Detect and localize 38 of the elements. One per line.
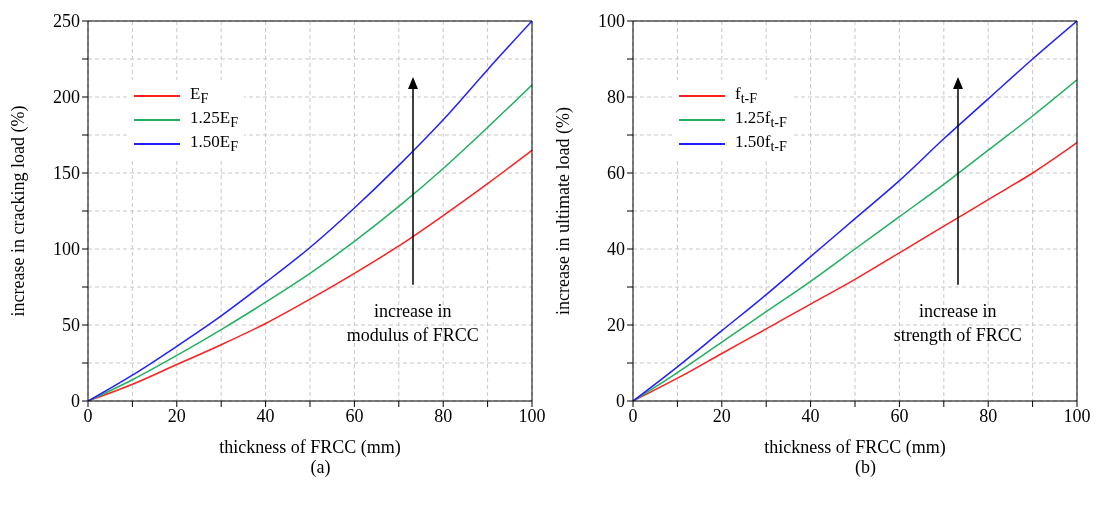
y-tick-label: 60 (607, 163, 625, 184)
text: (a) (309, 457, 332, 478)
y-tick-label: 0 (616, 391, 625, 412)
annotation: increase in strength of FRCC (893, 299, 1022, 347)
legend-label: 1.50E$_{F}$ (190, 132, 239, 156)
legend-label: f$_{t-F}$ (735, 84, 758, 108)
x-tick-label: 100 (1063, 405, 1091, 426)
y-tick-label: 20 (607, 315, 625, 336)
y-axis-title: increase in cracking load (%) (8, 105, 30, 317)
x-tick-label: 80 (979, 405, 998, 426)
y-tick-label: 100 (53, 239, 80, 260)
y-tick-label: 80 (607, 87, 625, 108)
x-tick-label: 100 (518, 405, 546, 426)
x-tick-label: 0 (628, 405, 638, 426)
x-tick-label: 20 (167, 405, 186, 426)
x-tick-label: 20 (712, 405, 731, 426)
x-axis-title: thickness of FRCC (mm) (219, 437, 401, 458)
legend-label: 1.25E$_{F}$ (190, 108, 239, 132)
y-tick-label: 200 (53, 87, 80, 108)
y-tick-label: 100 (598, 11, 625, 32)
x-tick-label: 40 (256, 405, 275, 426)
y-tick-label: 250 (53, 11, 80, 32)
x-tick-label: 40 (801, 405, 820, 426)
x-tick-label: 80 (434, 405, 453, 426)
x-axis-title: thickness of FRCC (mm) (764, 437, 946, 458)
y-tick-label: 0 (71, 391, 80, 412)
x-tick-label: 0 (83, 405, 93, 426)
text: (b) (854, 457, 877, 478)
y-tick-label: 50 (62, 315, 80, 336)
legend-label: 1.25f$_{t-F}$ (735, 108, 787, 132)
y-tick-label: 150 (53, 163, 80, 184)
annotation: increase in modulus of FRCC (346, 299, 479, 347)
legend-label: 1.50f$_{t-F}$ (735, 132, 787, 156)
x-tick-label: 60 (345, 405, 364, 426)
y-tick-label: 40 (607, 239, 625, 260)
x-tick-label: 60 (890, 405, 909, 426)
y-axis-title: increase in ultimate load (%) (553, 107, 575, 315)
legend-label: E$_{F}$ (190, 84, 209, 108)
